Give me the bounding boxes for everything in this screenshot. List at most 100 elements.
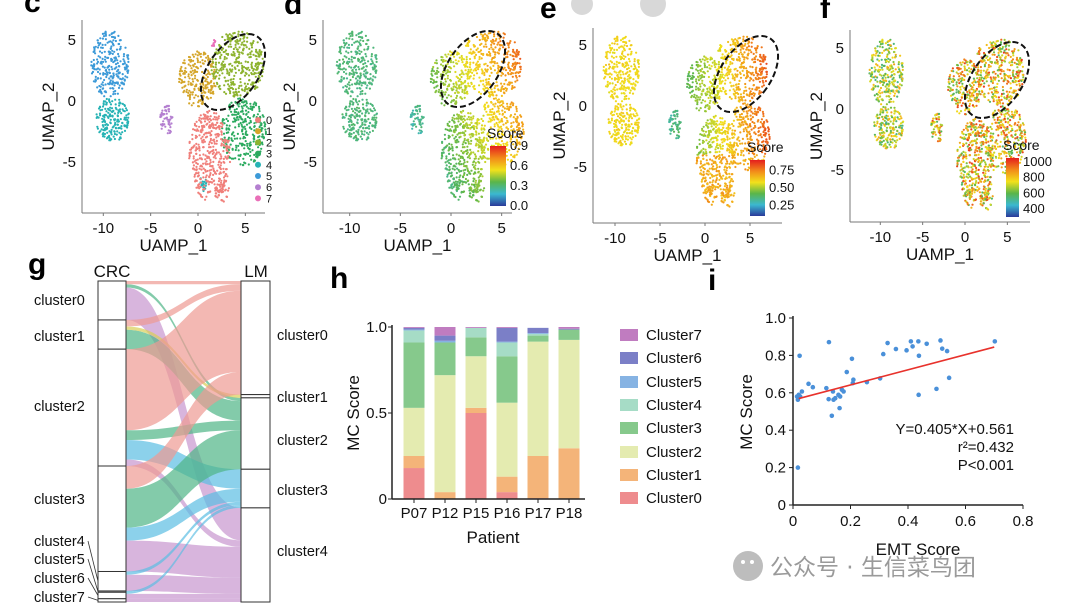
umap-point <box>484 156 487 159</box>
umap-point <box>698 74 702 77</box>
umap-point <box>258 125 261 129</box>
umap-point <box>761 85 764 88</box>
umap-point <box>358 80 362 83</box>
umap-point <box>616 43 619 46</box>
umap-point <box>480 139 483 142</box>
umap-point <box>753 94 756 97</box>
umap-point <box>727 124 730 127</box>
umap-point <box>463 173 466 176</box>
umap-point <box>243 40 246 43</box>
umap-point <box>199 82 202 85</box>
umap-point <box>697 65 700 68</box>
umap-point <box>731 136 734 139</box>
umap-point <box>743 102 747 105</box>
umap-point <box>356 118 359 121</box>
umap-point <box>102 73 105 76</box>
umap-point <box>440 58 443 62</box>
umap-point <box>342 70 346 74</box>
umap-point <box>467 183 470 186</box>
umap-point <box>111 110 114 113</box>
umap-point <box>456 184 459 187</box>
umap-point <box>221 72 224 75</box>
umap-point <box>241 89 244 92</box>
umap-point <box>749 157 753 160</box>
umap-point <box>605 53 608 57</box>
umap-point <box>108 34 111 37</box>
umap-point <box>621 136 624 139</box>
umap-point <box>343 44 346 47</box>
umap-point <box>112 72 115 75</box>
umap-point <box>634 109 637 112</box>
umap-point <box>739 123 742 126</box>
umap-point <box>753 152 756 156</box>
umap-point <box>106 73 109 76</box>
umap-point <box>233 113 236 116</box>
umap-point <box>248 144 251 147</box>
umap-point <box>630 123 633 126</box>
umap-point <box>696 61 699 64</box>
umap-point <box>241 128 244 131</box>
umap-point <box>631 126 635 129</box>
umap-point <box>125 114 128 117</box>
umap-point <box>234 88 237 91</box>
umap-point <box>757 130 760 133</box>
umap-point <box>448 83 451 86</box>
umap-point <box>734 113 737 116</box>
umap-point <box>737 88 741 91</box>
umap-point <box>735 148 738 151</box>
umap-point <box>513 68 516 71</box>
umap-point <box>219 87 222 91</box>
umap-point <box>253 101 256 104</box>
umap-point <box>505 150 509 153</box>
umap-point <box>264 128 267 131</box>
umap-point <box>739 142 742 145</box>
umap-point <box>444 91 447 94</box>
umap-point <box>448 161 451 165</box>
umap-point <box>247 87 250 90</box>
umap-point <box>522 128 525 131</box>
umap-point <box>625 103 628 106</box>
umap-point <box>633 63 636 66</box>
umap-point <box>708 185 711 188</box>
umap-point <box>369 102 372 105</box>
umap-point <box>483 85 486 88</box>
umap-point <box>760 46 763 49</box>
umap-point <box>743 89 746 93</box>
umap-point <box>451 119 454 122</box>
umap-point <box>234 126 237 129</box>
umap-point <box>768 137 771 140</box>
umap-point <box>207 97 210 100</box>
umap-point <box>725 92 728 96</box>
umap-point <box>104 72 107 75</box>
umap-point <box>256 113 259 116</box>
umap-point <box>233 120 237 123</box>
umap-point <box>234 93 238 96</box>
umap-point <box>470 116 473 119</box>
umap-point <box>241 98 244 101</box>
umap-point <box>116 123 119 126</box>
umap-point <box>486 139 489 142</box>
umap-point <box>104 107 107 110</box>
umap-point <box>354 77 358 80</box>
umap-point <box>620 111 623 114</box>
umap-point <box>514 80 517 83</box>
umap-point <box>252 105 255 108</box>
umap-point <box>458 136 461 139</box>
umap-point <box>634 130 637 133</box>
umap-point <box>752 52 755 56</box>
umap-point <box>351 31 354 34</box>
umap-point <box>608 132 612 135</box>
umap-point <box>492 40 495 43</box>
umap-point <box>448 120 451 123</box>
umap-point <box>616 80 619 84</box>
umap-point <box>454 165 457 168</box>
umap-point <box>738 71 742 74</box>
umap-point <box>497 128 500 131</box>
umap-point <box>243 100 247 103</box>
umap-point <box>191 93 194 96</box>
umap-point <box>225 139 228 142</box>
umap-point <box>126 65 129 68</box>
umap-point <box>203 115 206 118</box>
umap-point <box>214 77 217 80</box>
umap-point <box>698 58 702 61</box>
